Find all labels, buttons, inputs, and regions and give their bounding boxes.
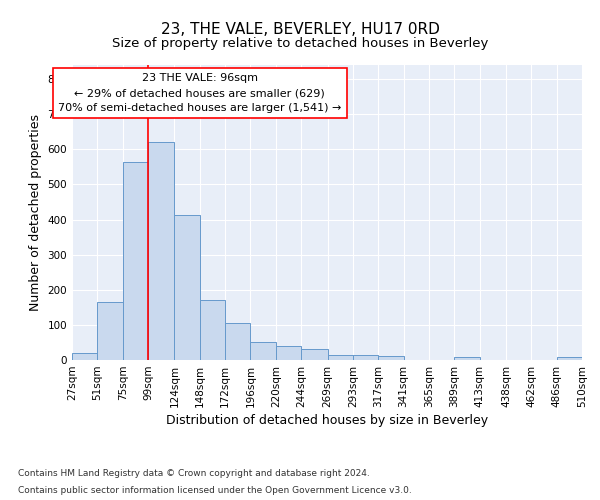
Text: Contains public sector information licensed under the Open Government Licence v3: Contains public sector information licen… xyxy=(18,486,412,495)
Bar xyxy=(301,349,328,360)
X-axis label: Distribution of detached houses by size in Beverley: Distribution of detached houses by size … xyxy=(166,414,488,427)
Bar xyxy=(122,162,148,360)
Bar xyxy=(557,357,582,360)
Bar xyxy=(328,354,353,360)
Bar xyxy=(454,357,479,360)
Text: Contains HM Land Registry data © Crown copyright and database right 2024.: Contains HM Land Registry data © Crown c… xyxy=(18,468,370,477)
Bar xyxy=(276,346,301,360)
Text: 23 THE VALE: 96sqm
← 29% of detached houses are smaller (629)
70% of semi-detach: 23 THE VALE: 96sqm ← 29% of detached hou… xyxy=(58,74,341,113)
Bar xyxy=(72,353,97,360)
Bar xyxy=(97,302,122,360)
Bar xyxy=(353,355,378,360)
Text: Size of property relative to detached houses in Beverley: Size of property relative to detached ho… xyxy=(112,38,488,51)
Text: 23, THE VALE, BEVERLEY, HU17 0RD: 23, THE VALE, BEVERLEY, HU17 0RD xyxy=(161,22,439,38)
Bar xyxy=(175,215,200,360)
Bar xyxy=(250,342,276,360)
Bar xyxy=(378,356,404,360)
Bar xyxy=(148,142,175,360)
Bar xyxy=(200,300,225,360)
Y-axis label: Number of detached properties: Number of detached properties xyxy=(29,114,42,311)
Bar xyxy=(225,324,250,360)
